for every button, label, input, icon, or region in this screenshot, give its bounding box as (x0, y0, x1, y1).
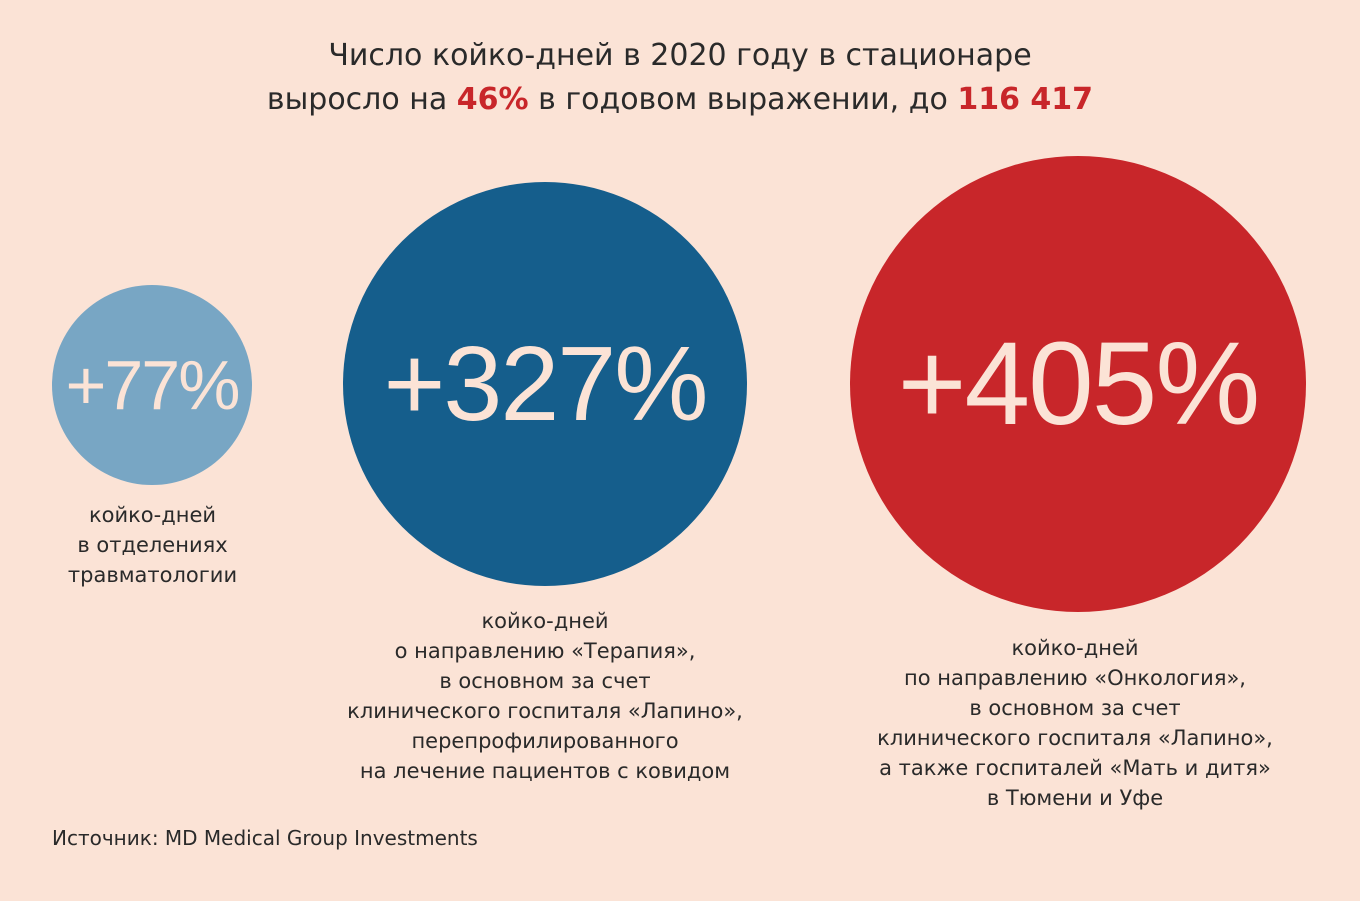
bubble-therapy: +327% (343, 182, 747, 586)
title-line-2-before: выросло на (266, 82, 457, 117)
bubble-label-therapy: +327% (383, 324, 708, 443)
caption-oncology: койко-дней по направлению «Онкология», в… (877, 636, 1273, 810)
bubble-oncology: +405% (850, 156, 1306, 612)
source-note: Источник: MD Medical Group Investments (52, 826, 478, 850)
caption-traumatology: койко-дней в отделениях травматологии (67, 503, 238, 587)
title-line-1: Число койко-дней в 2020 году в стационар… (328, 38, 1032, 73)
title-line-2-middle: в годовом выражении, до (528, 82, 958, 117)
chart-title: Число койко-дней в 2020 году в стационар… (0, 34, 1360, 122)
bubble-label-oncology: +405% (897, 318, 1261, 450)
title-line-2: выросло на 46% в годовом выражении, до 1… (0, 78, 1360, 122)
title-growth-percent: 46% (456, 82, 529, 117)
caption-therapy: койко-дней о направлению «Терапия», в ос… (347, 609, 743, 783)
bubble-traumatology: +77% (52, 285, 252, 485)
title-total-value: 116 417 (957, 82, 1094, 117)
bubble-label-traumatology: +77% (65, 346, 241, 424)
